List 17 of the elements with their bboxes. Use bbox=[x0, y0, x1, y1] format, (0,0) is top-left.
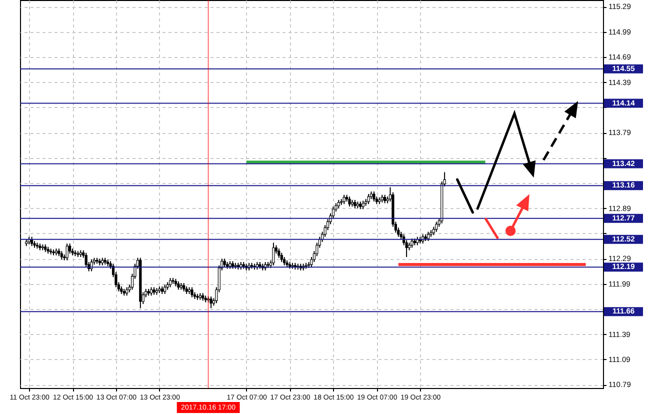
candlestick bbox=[348, 196, 351, 208]
candlestick bbox=[342, 194, 346, 205]
candlestick bbox=[367, 194, 370, 205]
candlestick bbox=[68, 243, 72, 254]
candlestick bbox=[272, 242, 275, 266]
candlestick bbox=[372, 190, 376, 202]
candlestick bbox=[210, 296, 212, 309]
candlestick bbox=[190, 286, 194, 298]
candlestick bbox=[278, 248, 280, 258]
candlestick bbox=[426, 231, 430, 242]
candlestick bbox=[164, 284, 166, 294]
candlestick bbox=[84, 252, 88, 268]
candlestick bbox=[435, 221, 438, 232]
candlestick bbox=[168, 277, 172, 288]
candlestick bbox=[66, 243, 68, 261]
candlestick bbox=[280, 252, 283, 263]
candlestick bbox=[410, 238, 414, 248]
